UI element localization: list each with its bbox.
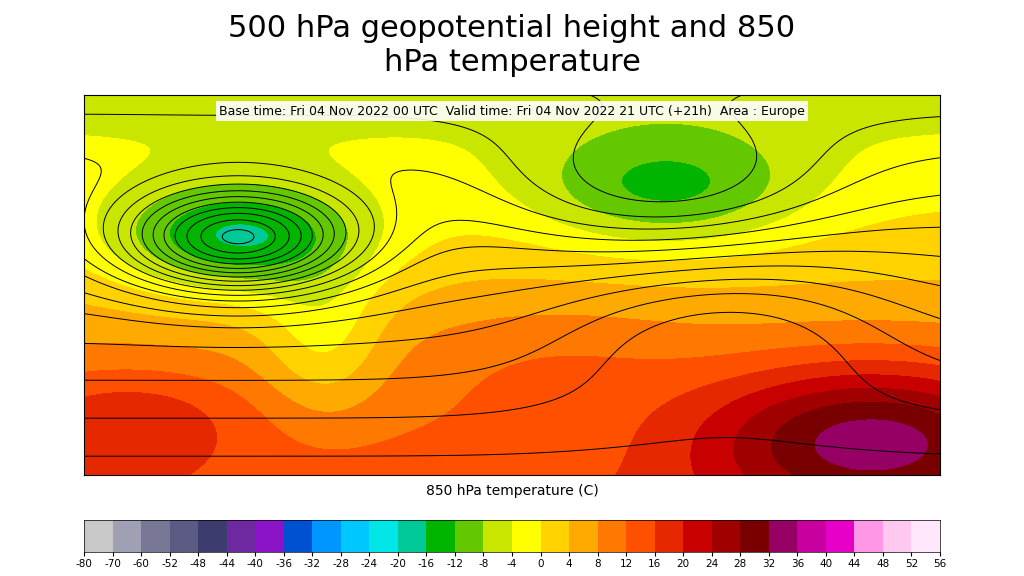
Bar xyxy=(654,520,683,552)
Bar xyxy=(226,520,255,552)
Bar xyxy=(683,520,712,552)
Bar xyxy=(141,520,170,552)
Bar xyxy=(569,520,598,552)
Bar xyxy=(483,520,512,552)
Bar xyxy=(854,520,883,552)
Bar xyxy=(883,520,911,552)
Bar xyxy=(911,520,940,552)
Bar xyxy=(284,520,312,552)
Bar xyxy=(826,520,854,552)
Bar xyxy=(198,520,226,552)
Bar xyxy=(255,520,284,552)
Bar xyxy=(512,520,541,552)
Bar xyxy=(341,520,370,552)
Bar xyxy=(370,520,398,552)
Bar xyxy=(798,520,826,552)
Bar xyxy=(398,520,426,552)
Text: 850 hPa temperature (C): 850 hPa temperature (C) xyxy=(426,484,598,498)
Bar xyxy=(312,520,341,552)
Text: 500 hPa geopotential height and 850
hPa temperature: 500 hPa geopotential height and 850 hPa … xyxy=(228,14,796,77)
Bar xyxy=(455,520,483,552)
Bar xyxy=(113,520,141,552)
Bar xyxy=(769,520,798,552)
Bar xyxy=(626,520,654,552)
Bar xyxy=(740,520,769,552)
Bar xyxy=(712,520,740,552)
Bar xyxy=(84,520,113,552)
Text: Base time: Fri 04 Nov 2022 00 UTC  Valid time: Fri 04 Nov 2022 21 UTC (+21h)  Ar: Base time: Fri 04 Nov 2022 00 UTC Valid … xyxy=(219,105,805,118)
Bar xyxy=(170,520,198,552)
Bar xyxy=(541,520,569,552)
Bar xyxy=(598,520,626,552)
Bar xyxy=(426,520,455,552)
